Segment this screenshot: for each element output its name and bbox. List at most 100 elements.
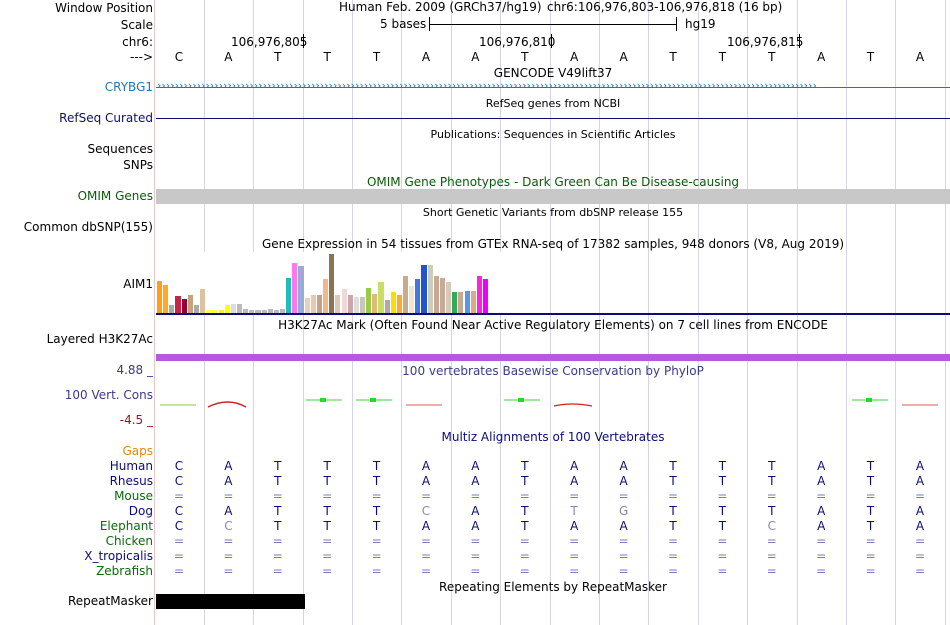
gtex-tissue-bar[interactable] [212, 310, 218, 313]
gtex-tissue-bar[interactable] [243, 309, 249, 313]
gaps-track-label[interactable]: Gaps [122, 444, 153, 458]
species-label[interactable]: Zebrafish [96, 564, 153, 578]
gtex-tissue-bar[interactable] [452, 292, 458, 313]
publications-track-title[interactable]: Publications: Sequences in Scientific Ar… [430, 128, 676, 141]
gtex-tissue-bar[interactable] [200, 289, 206, 313]
species-label[interactable]: Human [109, 459, 153, 473]
coord-tick [799, 34, 800, 48]
phylop-signal[interactable] [156, 392, 950, 412]
publications-sequences-label[interactable]: Sequences [87, 142, 153, 156]
strand-arrow-label[interactable]: ---> [129, 50, 153, 64]
gtex-tissue-bar[interactable] [353, 297, 359, 313]
gtex-gene-label[interactable]: AIM1 [123, 277, 153, 291]
refseq-gene-line[interactable] [156, 118, 950, 119]
aligned-base: = [766, 534, 777, 548]
gtex-tissue-bar[interactable] [415, 279, 421, 313]
refseq-track-title[interactable]: RefSeq genes from NCBI [485, 97, 621, 110]
gtex-tissue-bar[interactable] [470, 291, 476, 313]
gtex-tissue-bar[interactable] [255, 310, 261, 313]
gtex-tissue-bar[interactable] [310, 295, 316, 313]
phylop-value-mark [207, 401, 247, 408]
gtex-tissue-bar[interactable] [464, 291, 470, 313]
species-label[interactable]: Dog [128, 504, 153, 518]
gtex-tissue-bar[interactable] [230, 304, 236, 313]
publications-snps-label[interactable]: SNPs [123, 158, 153, 172]
gtex-tissue-bar[interactable] [359, 297, 366, 313]
gtex-tissue-bar[interactable] [187, 295, 193, 313]
species-label[interactable]: Elephant [99, 519, 153, 533]
aligned-base: A [570, 519, 579, 533]
repeatmasker-track-label[interactable]: RepeatMasker [67, 594, 153, 608]
aligned-base: A [224, 459, 233, 473]
species-label[interactable]: X_tropicalis [84, 549, 153, 563]
gtex-tissue-bar[interactable] [384, 300, 390, 313]
gtex-tissue-bar[interactable] [261, 310, 267, 313]
gtex-track-title[interactable]: Gene Expression in 54 tissues from GTEx … [261, 237, 845, 251]
gtex-tissue-bar[interactable] [403, 276, 409, 313]
gtex-tissue-bar[interactable] [175, 296, 181, 313]
gtex-tissue-bar[interactable] [273, 310, 279, 313]
dbsnp-track-title[interactable]: Short Genetic Variants from dbSNP releas… [422, 206, 684, 219]
h3k27ac-track-label[interactable]: Layered H3K27Ac [46, 332, 153, 346]
gtex-tissue-bar[interactable] [390, 292, 396, 313]
gtex-tissue-bar[interactable] [476, 276, 482, 313]
gtex-tissue-bar[interactable] [157, 281, 163, 313]
gtex-tissue-bar[interactable] [341, 289, 347, 313]
gtex-tissue-bar[interactable] [316, 295, 323, 313]
gtex-tissue-bar[interactable] [280, 309, 286, 313]
gtex-tissue-bar[interactable] [249, 310, 255, 313]
gtex-tissue-bar[interactable] [427, 265, 433, 313]
gtex-tissue-bar[interactable] [433, 276, 439, 313]
gtex-tissue-bar[interactable] [329, 254, 335, 313]
gtex-tissue-bar[interactable] [458, 292, 464, 313]
gtex-tissue-bar[interactable] [347, 295, 353, 313]
gtex-tissue-bar[interactable] [267, 309, 273, 313]
gtex-tissue-bar[interactable] [224, 305, 230, 313]
gtex-tissue-bar[interactable] [366, 288, 372, 313]
gtex-tissue-bar[interactable] [236, 304, 243, 313]
gtex-tissue-bar[interactable] [335, 295, 341, 313]
phylop-track-label[interactable]: 100 Vert. Cons [64, 388, 153, 402]
repeatmasker-element[interactable] [156, 594, 305, 609]
gtex-tissue-bar[interactable] [218, 310, 224, 313]
h3k27ac-signal[interactable] [156, 354, 950, 361]
gtex-tissue-bar[interactable] [421, 265, 427, 313]
gtex-tissue-bar[interactable] [193, 305, 200, 313]
aligned-base: = [322, 489, 333, 503]
gtex-tissue-bar[interactable] [372, 294, 378, 313]
gtex-tissue-bar[interactable] [181, 299, 187, 313]
gtex-tissue-bar[interactable] [292, 263, 298, 313]
gtex-tissue-bar[interactable] [286, 278, 292, 313]
gtex-tissue-bar[interactable] [169, 305, 175, 313]
gtex-tissue-bar[interactable] [482, 279, 489, 313]
aligned-base: = [223, 489, 234, 503]
gtex-tissue-bar[interactable] [298, 266, 304, 313]
aligned-base: T [718, 474, 727, 488]
gencode-gene-line[interactable] [156, 87, 950, 88]
gtex-tissue-bar[interactable] [409, 286, 415, 313]
aligned-base: = [717, 534, 728, 548]
refseq-track-label[interactable]: RefSeq Curated [59, 111, 153, 125]
omim-track-title[interactable]: OMIM Gene Phenotypes - Dark Green Can Be… [366, 175, 740, 189]
multiz-track-title[interactable]: Multiz Alignments of 100 Vertebrates [441, 430, 665, 444]
gtex-tissue-bar[interactable] [163, 285, 169, 313]
species-label[interactable]: Chicken [105, 534, 153, 548]
gtex-tissue-bar[interactable] [304, 298, 310, 313]
phylop-track-title[interactable]: 100 vertebrates Basewise Conservation by… [402, 364, 704, 378]
h3k27ac-track-title[interactable]: H3K27Ac Mark (Often Found Near Active Re… [278, 318, 828, 332]
omim-track-label[interactable]: OMIM Genes [77, 189, 153, 203]
gtex-tissue-bar[interactable] [378, 282, 384, 313]
gtex-tissue-bar[interactable] [396, 295, 402, 313]
gencode-gene-label[interactable]: CRYBG1 [104, 80, 153, 94]
gtex-tissue-bar[interactable] [446, 282, 452, 313]
dbsnp-track-label[interactable]: Common dbSNP(155) [23, 220, 153, 234]
gtex-tissue-bar[interactable] [206, 310, 212, 313]
gtex-bar-chart[interactable] [156, 252, 536, 313]
gencode-track-title[interactable]: GENCODE V49lift37 [493, 66, 613, 80]
gtex-tissue-bar[interactable] [323, 279, 329, 313]
species-label[interactable]: Rhesus [109, 474, 153, 488]
species-label[interactable]: Mouse [114, 489, 153, 503]
repeatmasker-track-title[interactable]: Repeating Elements by RepeatMasker [439, 580, 667, 594]
omim-gene-bar[interactable] [156, 189, 950, 204]
gtex-tissue-bar[interactable] [439, 278, 446, 313]
